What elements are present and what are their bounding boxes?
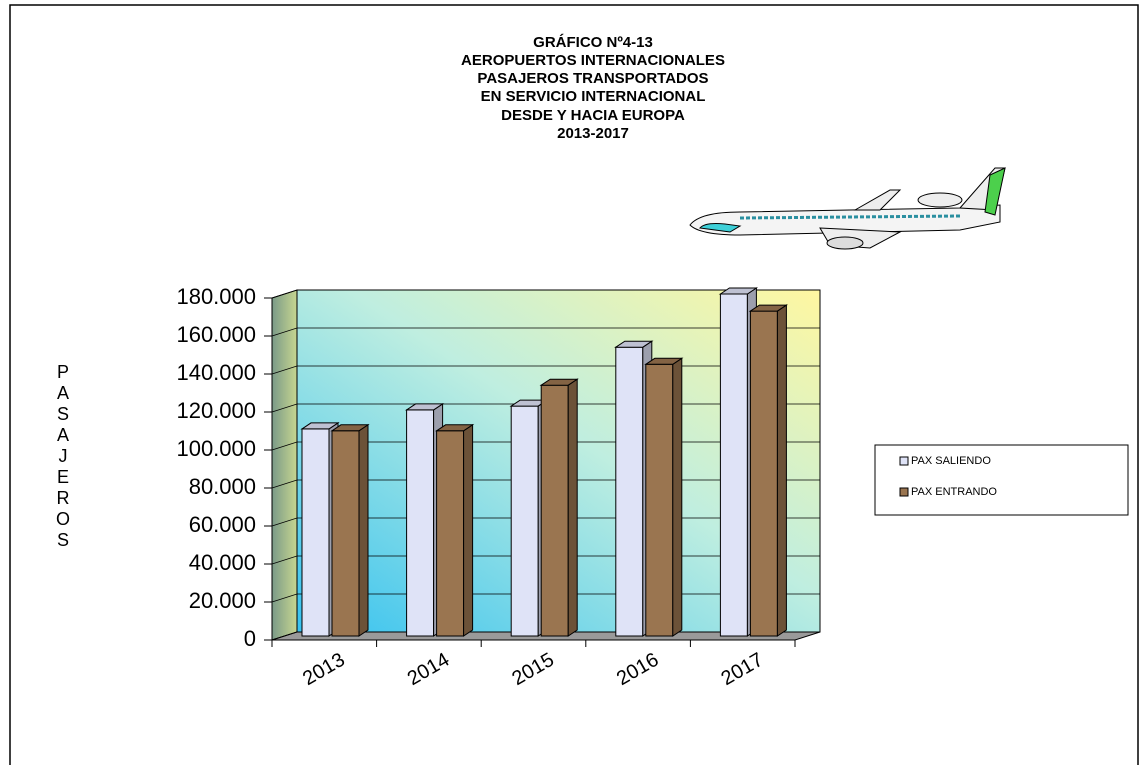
bar-top bbox=[539, 378, 579, 386]
bar-top bbox=[300, 422, 340, 430]
bar-top bbox=[330, 424, 370, 432]
legend-swatch bbox=[899, 487, 909, 497]
bar bbox=[615, 346, 644, 637]
chart-title: AEROPUERTOS INTERNACIONALES bbox=[461, 52, 725, 69]
legend-box bbox=[874, 444, 1129, 516]
chart-title: EN SERVICIO INTERNACIONAL bbox=[481, 88, 706, 105]
y-tick-label: 40.000 bbox=[189, 550, 256, 575]
bar bbox=[749, 310, 778, 637]
bar bbox=[510, 405, 539, 637]
y-tick-label: 160.000 bbox=[176, 322, 256, 347]
chart-title: DESDE Y HACIA EUROPA bbox=[501, 107, 685, 124]
side-wall bbox=[271, 289, 298, 641]
y-tick-label: 180.000 bbox=[176, 284, 256, 309]
legend-label: PAX ENTRANDO bbox=[911, 486, 997, 498]
airplane bbox=[689, 167, 1006, 250]
y-tick-label: 100.000 bbox=[176, 436, 256, 461]
grid-line bbox=[271, 327, 820, 337]
y-tick-label: 140.000 bbox=[176, 360, 256, 385]
bar-top bbox=[434, 424, 475, 432]
y-axis-label: PASAJEROS bbox=[53, 362, 73, 551]
bar-top bbox=[644, 357, 684, 365]
y-tick-label: 120.000 bbox=[176, 398, 256, 423]
legend-swatch bbox=[899, 456, 909, 466]
bar-side bbox=[358, 423, 369, 637]
bar-side bbox=[776, 304, 787, 637]
bar bbox=[719, 293, 748, 637]
legend-label: PAX SALIENDO bbox=[911, 455, 991, 467]
bar-side bbox=[463, 423, 474, 637]
y-tick-label: 80.000 bbox=[189, 474, 256, 499]
y-tick-label: 60.000 bbox=[189, 512, 256, 537]
bar-top bbox=[404, 403, 445, 411]
bar bbox=[436, 430, 465, 637]
bar-side bbox=[672, 357, 683, 637]
bar-top bbox=[614, 340, 654, 348]
bar-side bbox=[567, 378, 578, 637]
bar bbox=[331, 430, 360, 637]
bar-top bbox=[718, 287, 759, 295]
bar bbox=[301, 428, 330, 637]
bar bbox=[540, 384, 569, 637]
chart-title: GRÁFICO Nº4-13 bbox=[533, 34, 653, 51]
legend: PAX SALIENDO PAX ENTRANDO bbox=[874, 444, 1129, 516]
chart-title: PASAJEROS TRANSPORTADOS bbox=[477, 70, 708, 87]
bar bbox=[406, 409, 435, 637]
y-tick-label: 0 bbox=[244, 626, 256, 651]
bar-top bbox=[748, 304, 789, 312]
y-tick-label: 20.000 bbox=[189, 588, 256, 613]
bar bbox=[645, 363, 674, 637]
chart-title: 2013-2017 bbox=[557, 125, 629, 142]
grid-line bbox=[271, 289, 820, 299]
